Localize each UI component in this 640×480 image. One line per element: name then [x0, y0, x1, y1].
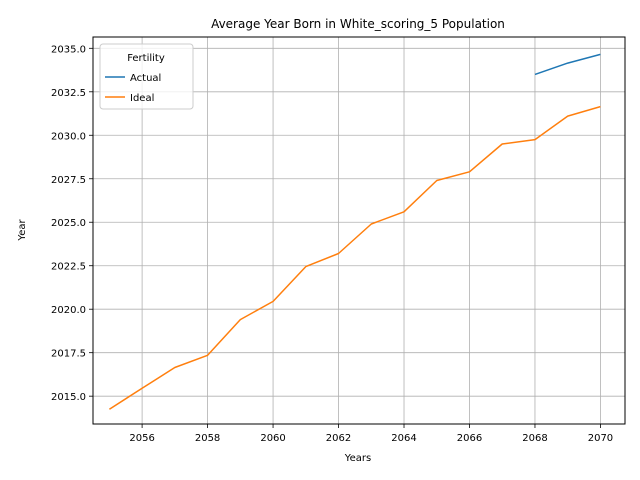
chart-title: Average Year Born in White_scoring_5 Pop… — [211, 17, 505, 31]
x-axis-label: Years — [344, 453, 371, 464]
y-tick-label: 2020.0 — [51, 305, 86, 316]
y-tick-label: 2030.0 — [51, 131, 86, 142]
y-axis: 2015.0 2017.5 2020.0 2022.5 2025.0 2027.5 2030… — [51, 44, 93, 403]
legend-label-ideal: Ideal — [130, 93, 154, 104]
y-tick-label: 2015.0 — [51, 392, 86, 403]
x-tick-label: 2060 — [260, 433, 285, 444]
x-tick-label: 2068 — [522, 433, 547, 444]
series-line-ideal — [108, 105, 601, 410]
series-lines — [108, 53, 601, 410]
legend-box — [99, 43, 194, 110]
x-tick-label: 2056 — [129, 433, 154, 444]
y-axis-label: Year — [17, 219, 28, 242]
y-tick-label: 2027.5 — [51, 175, 86, 186]
x-axis: 2056 2058 2060 2062 2064 2066 2068 2070 — [129, 424, 613, 444]
y-tick-label: 2017.5 — [51, 349, 86, 360]
y-tick-label: 2025.0 — [51, 218, 86, 229]
x-tick-label: 2066 — [457, 433, 482, 444]
y-tick-label: 2032.5 — [51, 88, 86, 99]
y-tick-label: 2022.5 — [51, 262, 86, 273]
legend-label-actual: Actual — [130, 73, 161, 84]
x-tick-label: 2064 — [391, 433, 416, 444]
series-line-actual — [534, 53, 601, 76]
plot-frame — [92, 36, 626, 425]
grid — [93, 37, 625, 424]
x-tick-label: 2062 — [326, 433, 351, 444]
x-tick-label: 2058 — [195, 433, 220, 444]
legend-title: Fertility — [127, 53, 165, 64]
legend: Fertility Actual Ideal — [99, 43, 194, 110]
x-tick-label: 2070 — [588, 433, 613, 444]
y-tick-label: 2035.0 — [51, 44, 86, 55]
